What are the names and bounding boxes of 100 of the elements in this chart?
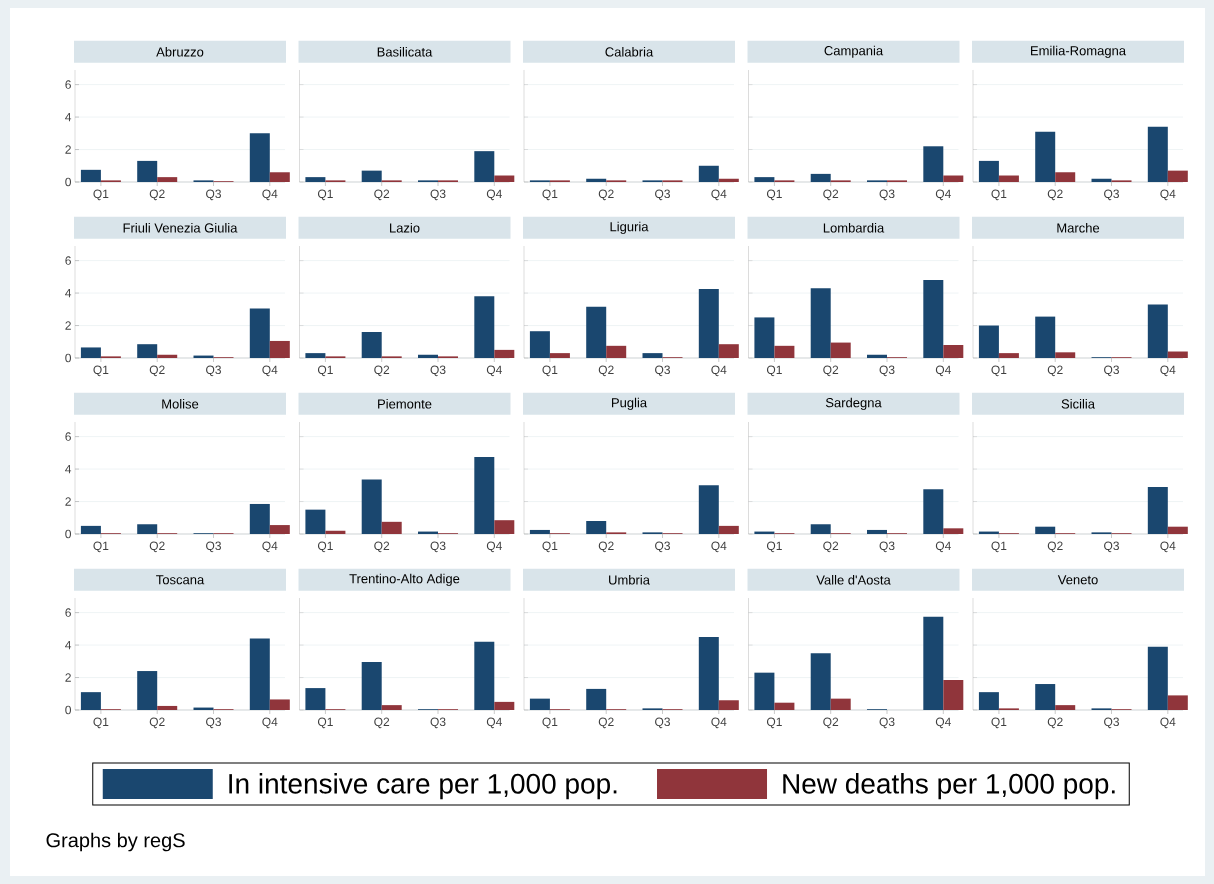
y-tick-label: 6 (65, 608, 71, 617)
bar (586, 688, 607, 710)
x-tick-label: Q3 (879, 717, 895, 729)
x-tick-label: Q4 (711, 189, 727, 201)
bar (137, 344, 158, 358)
bar (998, 175, 1019, 182)
y-tick-label: 0 (65, 177, 72, 187)
chart-title: Abruzzo (156, 47, 204, 57)
chart-title: Umbria (609, 575, 650, 585)
x-tick-label: Q3 (430, 717, 446, 729)
bar (923, 616, 944, 710)
x-tick-label: Q2 (149, 541, 165, 553)
bar (269, 340, 290, 358)
bar (1055, 172, 1076, 182)
x-tick-label: Q1 (93, 717, 109, 729)
chart-title: Veneto (1057, 575, 1098, 585)
bar (1147, 646, 1168, 710)
x-tick-label: Q1 (991, 365, 1007, 377)
x-tick-label: Q2 (374, 717, 390, 729)
x-tick-label: Q2 (149, 717, 165, 729)
bar (923, 146, 944, 182)
x-tick-label: Q4 (262, 541, 278, 553)
bar (361, 662, 382, 710)
bar (718, 525, 739, 534)
bar (606, 345, 627, 358)
x-tick-label: Q2 (598, 365, 614, 377)
bar (978, 325, 999, 358)
bar (586, 306, 607, 358)
x-tick-label: Q2 (374, 541, 390, 553)
chart-title: Campania (824, 45, 884, 58)
x-tick-label: Q3 (206, 717, 221, 729)
y-tick-label: 6 (65, 432, 71, 441)
x-tick-label: Q1 (93, 365, 109, 377)
x-tick-label: Q4 (262, 717, 278, 729)
legend-label: In intensive care per 1,000 pop. (229, 773, 617, 800)
x-tick-label: Q3 (430, 365, 446, 377)
y-tick-label: 4 (65, 112, 72, 122)
chart-title: Lombardia (823, 223, 885, 233)
x-tick-label: Q3 (655, 189, 670, 201)
chart-title: Molise (162, 399, 199, 409)
x-tick-label: Q4 (486, 541, 502, 553)
x-tick-label: Q3 (206, 541, 221, 553)
bar (774, 345, 795, 358)
bar (830, 698, 851, 710)
bar (381, 705, 402, 710)
chart-title: Liguria (610, 221, 649, 234)
x-tick-label: Q2 (374, 189, 390, 201)
bar (1167, 351, 1188, 358)
x-tick-label: Q3 (206, 189, 221, 201)
x-tick-label: Q2 (1047, 717, 1063, 729)
bar (249, 638, 270, 710)
x-tick-label: Q3 (655, 717, 670, 729)
bar (810, 653, 831, 710)
bar (698, 289, 719, 358)
x-tick-label: Q4 (1160, 189, 1176, 201)
x-tick-label: Q4 (935, 365, 951, 377)
bar (80, 525, 101, 534)
bar (137, 524, 158, 534)
x-tick-label: Q4 (486, 717, 502, 729)
x-tick-label: Q1 (317, 365, 333, 377)
bar (642, 353, 663, 358)
bar (305, 509, 326, 534)
y-tick-label: 2 (65, 497, 71, 506)
chart-title: Basilicata (377, 47, 433, 57)
bar (474, 151, 495, 182)
x-tick-label: Q4 (262, 365, 278, 377)
x-tick-label: Q4 (262, 189, 278, 201)
bar (1055, 352, 1076, 358)
x-tick-label: Q3 (430, 189, 446, 201)
bar (305, 688, 326, 710)
y-tick-label: 0 (65, 529, 72, 539)
bar (830, 342, 851, 358)
y-tick-label: 0 (65, 353, 72, 363)
bar (474, 296, 495, 358)
bar (494, 175, 515, 182)
x-tick-label: Q2 (149, 365, 165, 377)
bar (943, 679, 964, 710)
bar (1035, 526, 1056, 534)
x-tick-label: Q1 (317, 189, 333, 201)
y-tick-label: 0 (65, 705, 72, 715)
x-tick-label: Q1 (991, 717, 1007, 729)
x-tick-label: Q1 (317, 541, 333, 553)
bar (269, 172, 290, 182)
bar (157, 705, 178, 710)
chart-title: Friuli Venezia Giulia (123, 223, 238, 233)
x-tick-label: Q2 (598, 189, 614, 201)
bar (923, 280, 944, 358)
bar (80, 347, 101, 358)
bar (325, 530, 346, 534)
x-tick-label: Q3 (655, 541, 670, 553)
x-tick-label: Q1 (93, 541, 109, 553)
bar (249, 503, 270, 534)
bar (718, 344, 739, 358)
bar (1167, 695, 1188, 710)
chart-title: Emilia-Romagna (1031, 45, 1127, 58)
bar (943, 528, 964, 534)
x-tick-label: Q4 (935, 541, 951, 553)
x-tick-label: Q2 (598, 717, 614, 729)
bar (474, 641, 495, 710)
bar (474, 456, 495, 534)
